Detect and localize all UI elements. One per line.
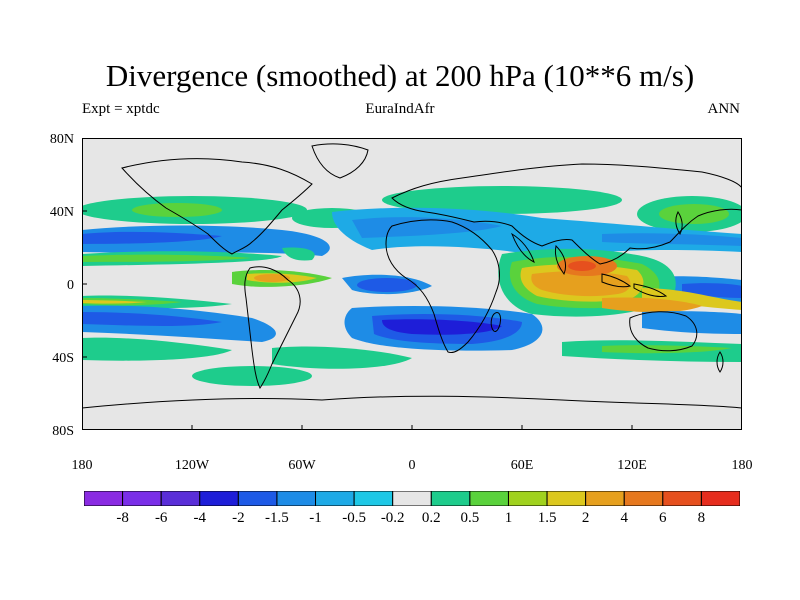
- southern-divergence-band: [82, 305, 742, 351]
- colorbar-label: 1.5: [537, 510, 557, 526]
- colorbar-label: -1.5: [265, 510, 289, 526]
- lat-tick-label: 40S: [52, 351, 74, 366]
- northern-divergence-band: [82, 207, 742, 261]
- region-label: EuraIndAfr: [365, 101, 435, 117]
- colorbar-label: -1: [309, 510, 322, 526]
- coastlines: [82, 143, 742, 409]
- lat-tick-label: 0: [67, 278, 74, 293]
- colorbar: [83, 490, 741, 507]
- season-label: ANN: [707, 101, 741, 117]
- colorbar-swatch: [507, 490, 548, 507]
- colorbar-swatch: [276, 490, 317, 507]
- colorbar-swatch: [662, 490, 702, 507]
- colorbar-swatch: [585, 490, 625, 507]
- lon-tick-label: 180: [731, 458, 753, 473]
- colorbar-label: 0.2: [421, 510, 441, 526]
- colorbar-swatch: [83, 490, 124, 507]
- lon-tick-label: 120W: [174, 458, 210, 473]
- colorbar-swatch: [199, 490, 239, 507]
- colorbar-label: -4: [193, 510, 207, 526]
- colorbar-label: 2: [581, 510, 590, 526]
- colorbar-swatch: [430, 490, 471, 507]
- colorbar-swatch: [315, 490, 355, 507]
- colorbar-label: -0.2: [380, 510, 405, 526]
- southern-convergence-band: [82, 337, 742, 386]
- lon-tick-label: 60W: [288, 458, 316, 473]
- colorbar-swatch: [160, 490, 201, 507]
- colorbar-swatch: [623, 490, 664, 507]
- colorbar-swatch: [122, 490, 162, 507]
- indian-ocean-convergence: [498, 248, 742, 317]
- plot-title: Divergence (smoothed) at 200 hPa (10**6 …: [105, 58, 695, 93]
- axis-ticks: [82, 138, 633, 430]
- colorbar-label: -8: [116, 510, 129, 526]
- colorbar-swatch: [392, 490, 432, 507]
- lon-tick-label: 0: [408, 458, 416, 473]
- colorbar-label: -0.5: [342, 510, 366, 526]
- lon-tick-label: 120E: [617, 458, 647, 473]
- colorbar-label: 4: [620, 510, 628, 526]
- colorbar-label: 6: [659, 510, 667, 526]
- colorbar-label: 0.5: [460, 510, 480, 526]
- colorbar-label: 8: [697, 510, 706, 526]
- colorbar-swatch: [353, 490, 394, 507]
- colorbar-swatch: [237, 490, 278, 507]
- lon-tick-label: 180: [71, 458, 93, 473]
- lat-tick-label: 80N: [49, 132, 74, 147]
- colorbar-label: -2: [232, 510, 245, 526]
- lat-tick-label: 40N: [49, 205, 74, 220]
- colorbar-swatch: [469, 490, 509, 507]
- colorbar-label: 1: [504, 510, 513, 526]
- equatorial-band-west: [82, 251, 332, 309]
- lat-tick-label: 80S: [52, 424, 74, 439]
- colorbar-label: -6: [154, 510, 168, 526]
- colorbar-swatch: [700, 490, 741, 507]
- lon-tick-label: 60E: [510, 458, 534, 473]
- colorbar-swatch: [546, 490, 587, 507]
- divergence-map: [82, 138, 742, 430]
- experiment-label: Expt = xptdc: [82, 101, 160, 117]
